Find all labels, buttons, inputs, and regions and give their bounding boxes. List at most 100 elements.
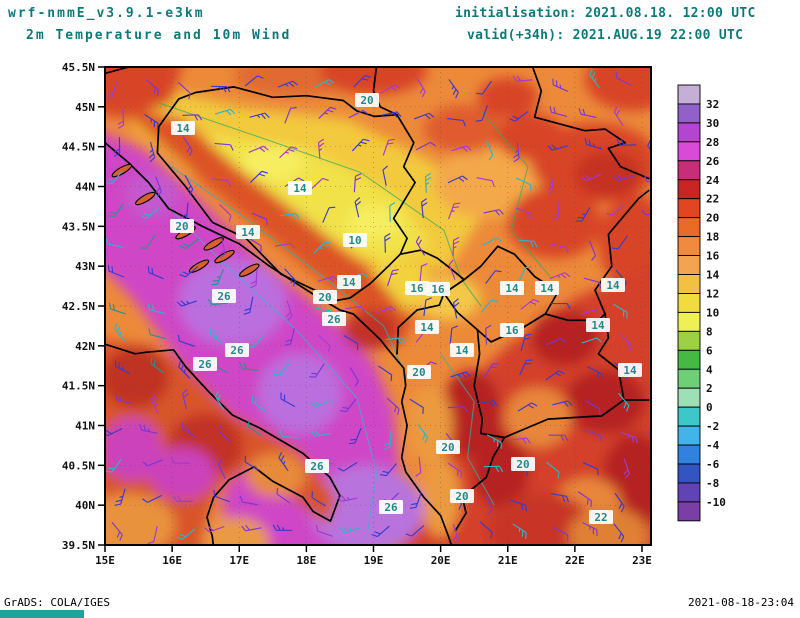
colorbar-box [677, 198, 701, 219]
wind-barb [345, 305, 366, 312]
colorbar-box [677, 84, 701, 105]
colorbar-label: 2 [706, 382, 713, 395]
contour-label-box [618, 363, 642, 377]
wind-barb [142, 459, 163, 467]
wind-barb [214, 390, 225, 411]
contour-label: 14 [293, 182, 307, 195]
wind-barb [182, 136, 193, 157]
wind-barb [485, 140, 494, 161]
wind-barb [448, 259, 456, 280]
wind-barb [415, 456, 422, 477]
contour-label-box [500, 323, 524, 337]
wind-barb [272, 362, 290, 376]
wind-barb [612, 303, 628, 319]
wind-barb [423, 297, 432, 317]
wind-barb [413, 112, 435, 120]
wind-barb [251, 212, 268, 226]
wind-barb [517, 402, 538, 412]
wind-barb [170, 457, 191, 464]
wind-barb [545, 370, 565, 381]
wind-barb [653, 523, 662, 543]
wind-barb [285, 300, 293, 321]
wind-barb [117, 109, 125, 129]
colorbar-label: 18 [706, 231, 719, 244]
wind-barb [113, 137, 121, 157]
wind-barb [148, 328, 167, 340]
colorbar-box [677, 122, 701, 143]
wind-barb [310, 430, 332, 437]
wind-barb [284, 268, 297, 287]
wind-barb [618, 392, 630, 412]
wind-barb [147, 303, 166, 315]
wind-barb [380, 84, 401, 94]
contour-label: 20 [412, 366, 425, 379]
wind-barb [147, 266, 164, 280]
wind-barb [155, 176, 162, 197]
wind-barb [520, 333, 532, 352]
wind-barb [482, 237, 503, 247]
wind-barb [647, 431, 651, 448]
wind-barb [179, 238, 199, 250]
wind-barb [551, 303, 571, 310]
wind-barb [317, 334, 331, 352]
wind-barb [248, 145, 269, 153]
contour-label-box [171, 121, 195, 135]
wind-barb [381, 111, 402, 118]
colorbar-label: 30 [706, 117, 719, 130]
contour-label-box [405, 281, 429, 295]
colorbar-label: -2 [706, 420, 719, 433]
wind-barb [615, 71, 632, 86]
y-tick-label: 45.5N [62, 61, 95, 74]
wind-barb [581, 337, 602, 344]
wind-barb [337, 461, 358, 472]
contour-label: 26 [217, 290, 231, 303]
wind-barb [239, 495, 259, 506]
colorbar-label: 16 [706, 250, 720, 263]
wind-barb [142, 494, 163, 503]
wind-barb [315, 524, 333, 537]
wind-barb [549, 106, 568, 118]
wind-barb [613, 523, 625, 543]
wind-barb [140, 207, 160, 219]
wind-barb [480, 299, 498, 313]
wind-barb [518, 266, 532, 283]
wind-barb [210, 85, 231, 93]
wind-barb [416, 77, 426, 98]
wind-barb [184, 175, 194, 195]
wind-barbs [105, 68, 662, 545]
wind-barb [348, 109, 369, 119]
wind-barb [513, 142, 520, 163]
contour-label-box [288, 181, 312, 195]
wind-barb [509, 499, 528, 512]
wind-barb [310, 400, 331, 408]
wind-barb [477, 400, 498, 407]
wind-barb [107, 264, 125, 278]
model-title: wrf-nmmE_v3.9.1-e3km [8, 6, 205, 21]
wind-barb [580, 173, 602, 182]
contour-label-box [236, 225, 260, 239]
wind-barb [515, 177, 532, 192]
contour-label: 14 [505, 282, 519, 295]
contour-label: 16 [431, 283, 445, 296]
wind-barb [105, 237, 124, 249]
wind-barb [588, 240, 597, 261]
colorbar-label: 12 [706, 287, 719, 300]
wind-barb [214, 142, 234, 151]
x-tick-label: 19E [364, 554, 384, 567]
wind-barb [483, 465, 504, 473]
y-tick-label: 39.5N [62, 539, 95, 552]
wind-barb [451, 145, 472, 153]
wind-barb [450, 371, 471, 378]
contour-label-box [313, 290, 337, 304]
contour-label: 14 [176, 122, 190, 135]
wind-barb [553, 200, 560, 221]
y-tick-label: 42N [75, 340, 95, 353]
wind-barb [139, 423, 158, 434]
colorbar-box [677, 501, 701, 522]
wind-barb [241, 524, 262, 532]
colorbar-box [677, 330, 701, 351]
wind-barb [213, 489, 231, 503]
wind-barb [280, 392, 296, 408]
wind-barb [449, 325, 458, 345]
